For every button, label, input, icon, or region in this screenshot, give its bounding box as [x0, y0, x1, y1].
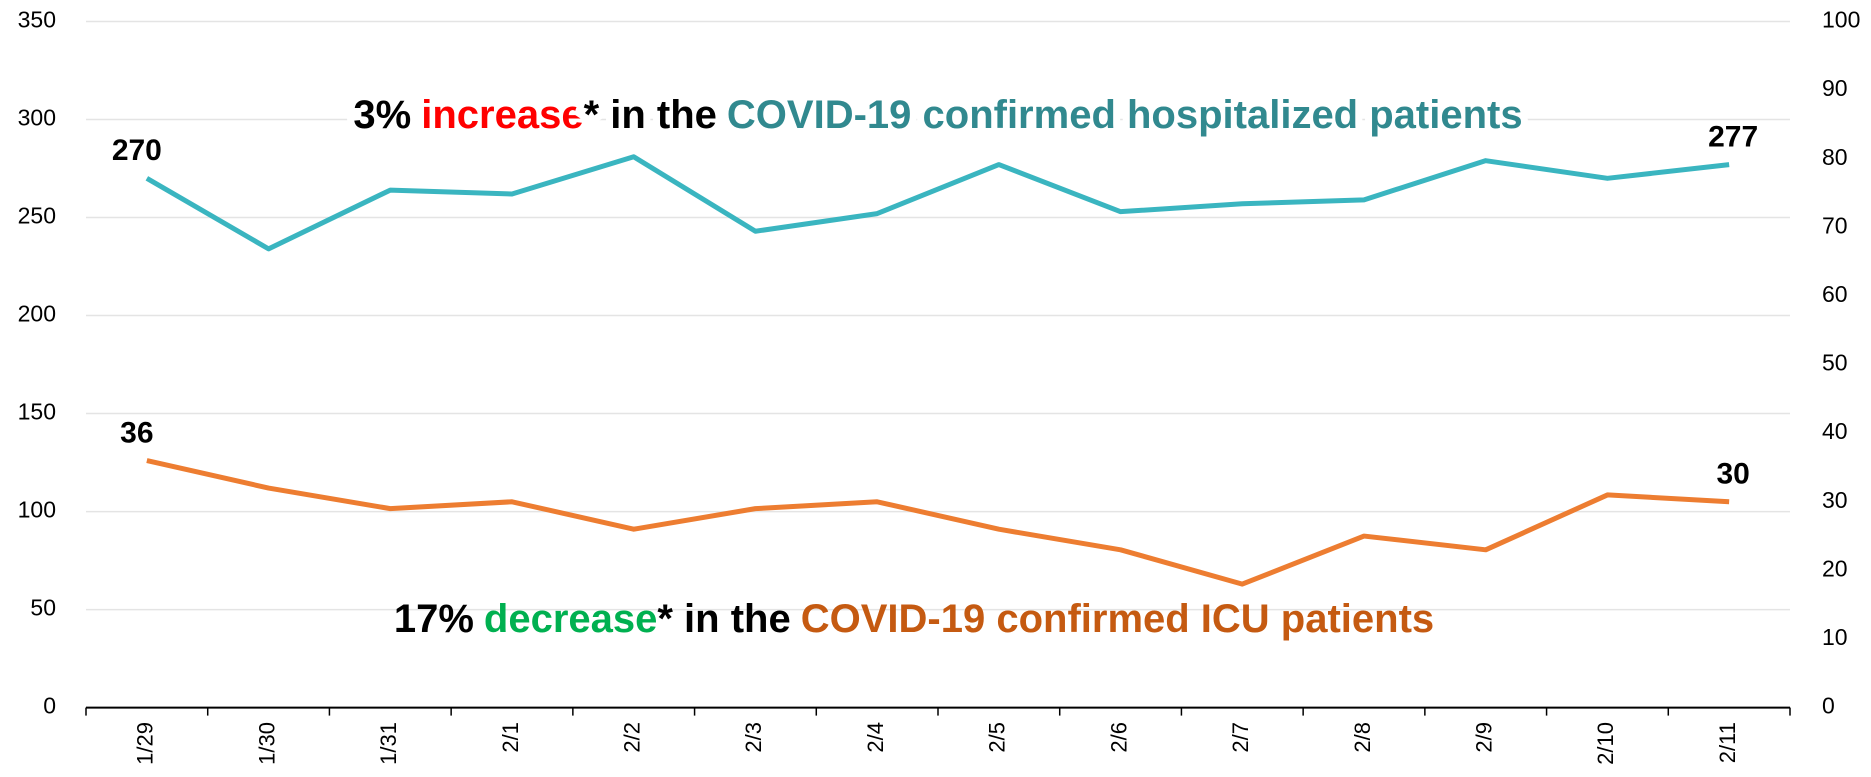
x-tick-label: 2/4	[863, 722, 888, 753]
y2-tick-label: 80	[1822, 144, 1848, 170]
y-tick-label: 0	[43, 693, 56, 719]
x-tick-label: 2/11	[1715, 722, 1740, 763]
x-tick-label: 1/31	[376, 722, 401, 765]
y2-tick-label: 40	[1822, 418, 1848, 444]
x-tick-label: 2/9	[1472, 722, 1497, 753]
y-tick-label: 150	[18, 399, 56, 425]
line-series	[146, 458, 1730, 587]
y-tick-label: 50	[30, 595, 56, 621]
y2-tick-label: 30	[1822, 487, 1848, 513]
x-tick-label: 2/7	[1228, 722, 1253, 753]
y2-tick-label: 50	[1822, 350, 1848, 376]
x-tick-label: 2/3	[741, 722, 766, 753]
annotation-part: * in the	[657, 597, 790, 641]
x-tick-label: 2/2	[620, 722, 645, 753]
x-tick-label: 2/5	[985, 722, 1010, 753]
annotation-part: COVID-19 confirmed ICU patients	[801, 597, 1434, 641]
data-label: 277	[1708, 121, 1758, 154]
annotation: 17% decrease* in the COVID-19 confirmed IC…	[394, 597, 1434, 641]
x-tick-label: 2/6	[1106, 722, 1131, 753]
x-tick-label: 1/29	[133, 722, 158, 765]
x-tick-label: 1/30	[254, 722, 279, 765]
annotation-part: * in the	[584, 93, 717, 137]
annotation-part: 17%	[394, 597, 474, 641]
annotation-part: decrease	[484, 597, 657, 641]
data-label: 30	[1716, 458, 1749, 491]
y-tick-label: 250	[18, 203, 56, 229]
y2-tick-label: 60	[1822, 281, 1848, 307]
x-tick-label: 2/10	[1593, 722, 1618, 765]
y2-tick-label: 10	[1822, 624, 1848, 650]
x-tick-label: 2/1	[498, 722, 523, 753]
data-label: 36	[120, 417, 153, 450]
y-tick-label: 300	[18, 105, 56, 131]
y2-tick-label: 70	[1822, 212, 1848, 238]
y-tick-label: 200	[18, 301, 56, 327]
y2-tick-label: 100	[1822, 7, 1860, 33]
line-series	[145, 154, 1730, 252]
annotation: 3% increase* in the COVID-19 confirmed hos…	[353, 93, 1522, 137]
y-tick-label: 350	[18, 7, 56, 33]
x-tick-label: 2/8	[1350, 722, 1375, 753]
annotation-part: increase	[421, 93, 583, 137]
y2-tick-label: 0	[1822, 693, 1835, 719]
annotation-part: COVID-19 confirmed hospitalized patients	[727, 93, 1523, 137]
y2-tick-label: 20	[1822, 555, 1848, 581]
annotation-part: 3%	[353, 93, 411, 137]
y-tick-label: 100	[18, 497, 56, 523]
data-label: 270	[112, 134, 162, 167]
y2-tick-label: 90	[1822, 75, 1848, 101]
